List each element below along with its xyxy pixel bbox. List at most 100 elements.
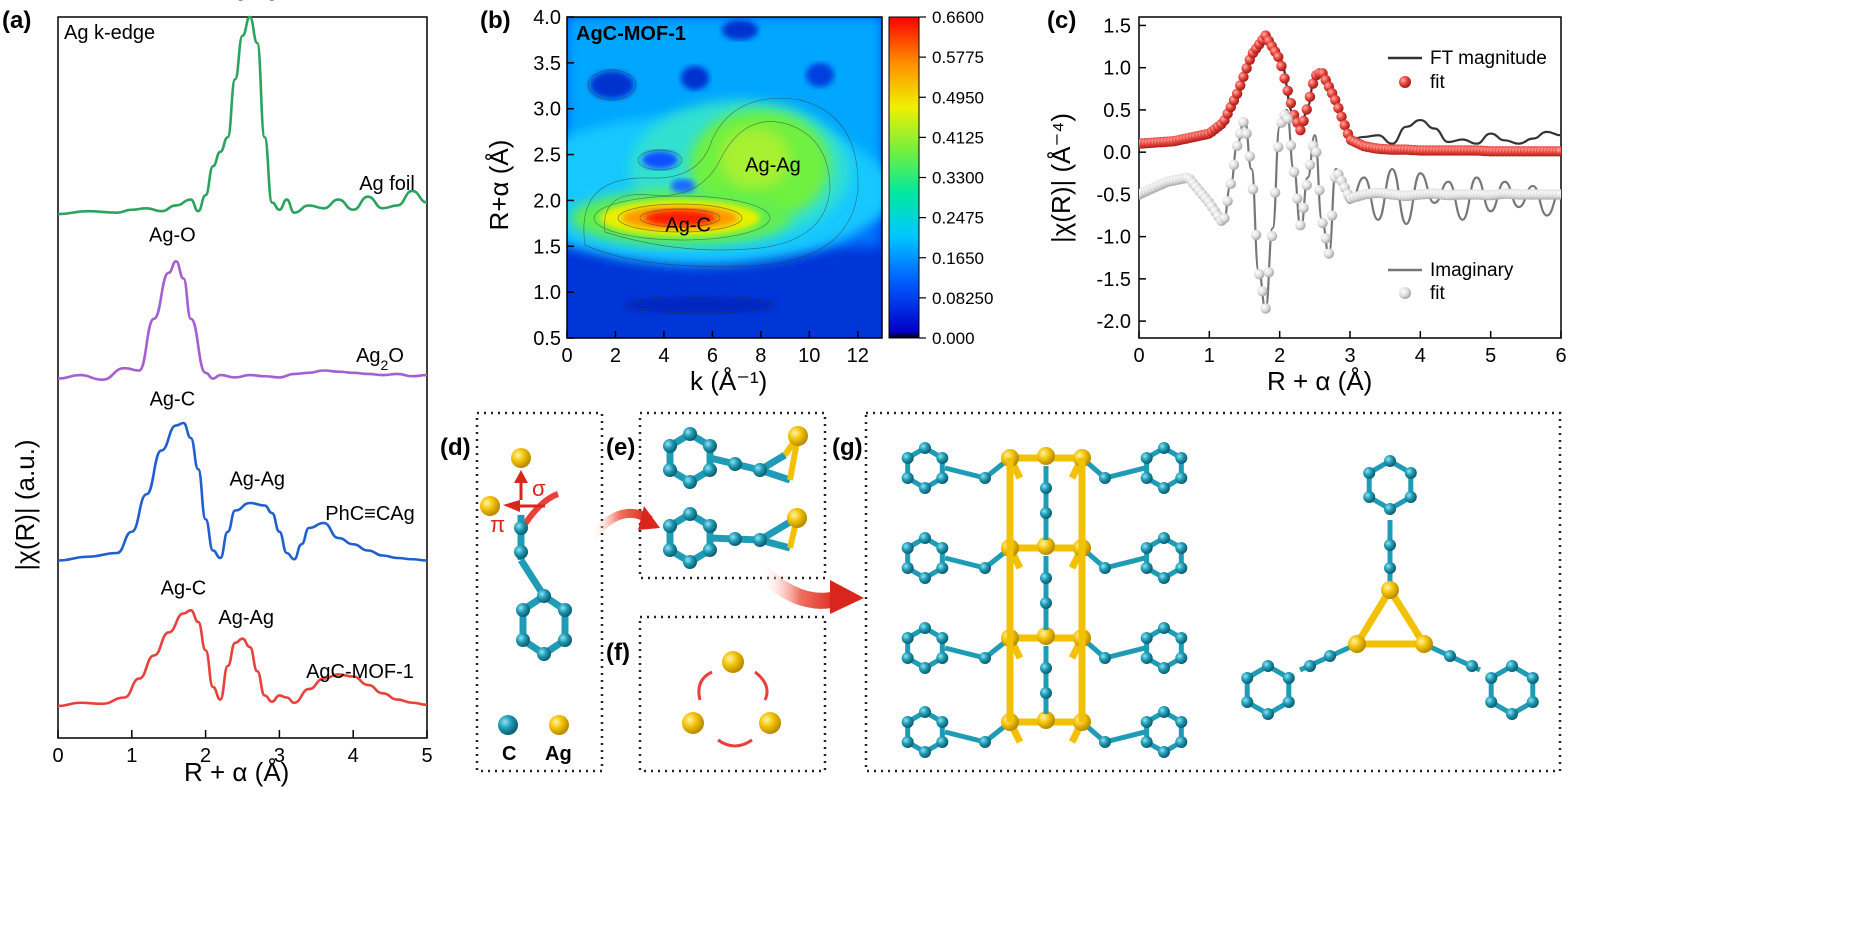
carbon-atom [1324, 650, 1336, 662]
carbon-atom [1262, 708, 1274, 720]
carbon-atom [901, 472, 914, 484]
silver-atom [1037, 447, 1055, 465]
carbon-atom [901, 652, 914, 664]
legend-ag: Ag [545, 743, 572, 765]
fit-marker-3 [1257, 286, 1268, 297]
series-label-Ag foil: Ag foil [359, 173, 415, 195]
carbon-atom [936, 736, 949, 748]
panel-a-xtick-label: 0 [52, 745, 63, 767]
carbon-atom [936, 716, 949, 728]
silver-bond [1354, 588, 1393, 646]
panel-b-ytick-label: 2.5 [533, 145, 561, 167]
legend-entry: fit [1430, 72, 1446, 93]
carbon-bond [1104, 465, 1146, 481]
carbon-atom [919, 746, 931, 758]
fit-marker-1 [1295, 124, 1306, 136]
panel-b-xtick-label: 2 [610, 345, 621, 367]
schematic-boxes [475, 411, 1562, 773]
carbon-atom [1304, 660, 1316, 672]
carbon-atom [919, 532, 931, 544]
carbon-atom [1140, 452, 1153, 464]
carbon-atom [1485, 696, 1498, 708]
carbon-atom [1158, 622, 1170, 634]
panel-b-ytick-label: 3.0 [533, 99, 561, 121]
carbon-atom [1140, 632, 1153, 644]
panel-c-ytick-label: -1.5 [1097, 269, 1131, 291]
legend-marker-icon [1399, 287, 1411, 299]
carbon-atom [936, 472, 949, 484]
peak-annotation: Ag-C [161, 578, 207, 600]
colorbar-tick-label: 0.3300 [932, 169, 984, 188]
panel-a-xtick-label: 5 [421, 745, 432, 767]
carbon-atom [919, 572, 931, 584]
carbon-atom [1384, 562, 1396, 574]
legend-entry: Imaginary [1430, 260, 1514, 281]
panel-b-label: (b) [480, 7, 511, 34]
silver-atom [1415, 635, 1433, 653]
silver-atom [1037, 627, 1055, 645]
panel-f-label: (f) [606, 639, 630, 666]
fit-marker-3 [1292, 193, 1303, 204]
peak-annotation: Ag-C [150, 389, 196, 411]
series-label-PhC≡CAg: PhC≡CAg [325, 503, 414, 525]
carbon-atom [901, 736, 914, 748]
fit-marker-3 [1317, 217, 1328, 229]
fit-marker-1 [1231, 88, 1243, 99]
carbon-bond [944, 729, 986, 745]
carbon-atom [1282, 672, 1295, 684]
fit-marker-3 [1311, 146, 1322, 158]
carbon-atom [1363, 467, 1376, 479]
series-line-Ag2O [57, 259, 428, 382]
carbon-atom [1175, 632, 1188, 644]
series-label-Ag2O: Ag2O [356, 345, 404, 373]
carbon-bond [1104, 645, 1146, 661]
fit-marker-3 [1554, 189, 1561, 200]
carbon-atom [919, 482, 931, 494]
carbon-atom [1526, 696, 1539, 708]
panel-c-plot: 0 1 2 3 4 5 6 1.5 1.0 0.5 0.0 -0.5 -1.0 -1.5 -2.0 FT ma… [1097, 15, 1567, 367]
carbon-atom [936, 542, 949, 554]
fit-marker-3 [1320, 233, 1331, 244]
legend-marker-icon [1399, 76, 1411, 88]
series-line-PhC≡CAg [57, 421, 428, 562]
carbon-atom [901, 562, 914, 574]
carbon-atom [919, 706, 931, 718]
fit-marker-3 [1314, 184, 1325, 196]
fit-marker-1 [1330, 94, 1341, 106]
fit-marker-3 [1298, 202, 1309, 214]
panel-b-xtick-label: 0 [561, 345, 572, 367]
panel-c-ytick-label: 1.0 [1103, 58, 1131, 80]
panel-c-xtick-label: 5 [1485, 345, 1496, 367]
silver-atom [1037, 537, 1055, 555]
crystal-structure-g [901, 442, 1539, 758]
carbon-atom [1363, 491, 1376, 503]
carbon-legend-icon [498, 715, 518, 735]
colorbar-tick-label: 0.5775 [932, 48, 984, 67]
panel-b-xtick-label: 12 [847, 345, 869, 367]
panel-a-label: (a) [2, 7, 31, 34]
pi-label: π [490, 512, 505, 537]
fit-marker-1 [1282, 85, 1293, 97]
phenyl-ring-bond [1366, 458, 1414, 512]
panel-b-ytick-label: 0.5 [533, 328, 561, 350]
panel-b-xtick-label: 10 [798, 345, 820, 367]
colorbar-tick-label: 0.08250 [932, 289, 993, 308]
fit-marker-3 [1326, 210, 1338, 221]
fit-marker-3 [1231, 140, 1243, 152]
colorbar-ticks: 0.6600 0.5775 0.4950 0.4125 0.3300 0.2475 0.16… [919, 8, 993, 348]
panel-b-ytick-label: 2.0 [533, 190, 561, 212]
carbon-atom [1140, 736, 1153, 748]
carbon-atom [1158, 442, 1170, 454]
carbon-atom [1282, 696, 1295, 708]
carbon-atom [1140, 652, 1153, 664]
peak-annotation: Ag-O [149, 225, 196, 247]
carbon-atom [1175, 452, 1188, 464]
carbon-bond [944, 555, 986, 571]
series-label-AgC-MOF-1: AgC-MOF-1 [306, 661, 414, 683]
fit-marker-3 [1228, 159, 1240, 171]
panel-a-ylabel: |χ(R)| (a.u.) [10, 439, 40, 570]
carbon-atom [1140, 562, 1153, 574]
fit-marker-1 [1304, 91, 1316, 103]
ligand-schematic-d: σ π C Ag [480, 448, 572, 765]
carbon-atom [1175, 472, 1188, 484]
